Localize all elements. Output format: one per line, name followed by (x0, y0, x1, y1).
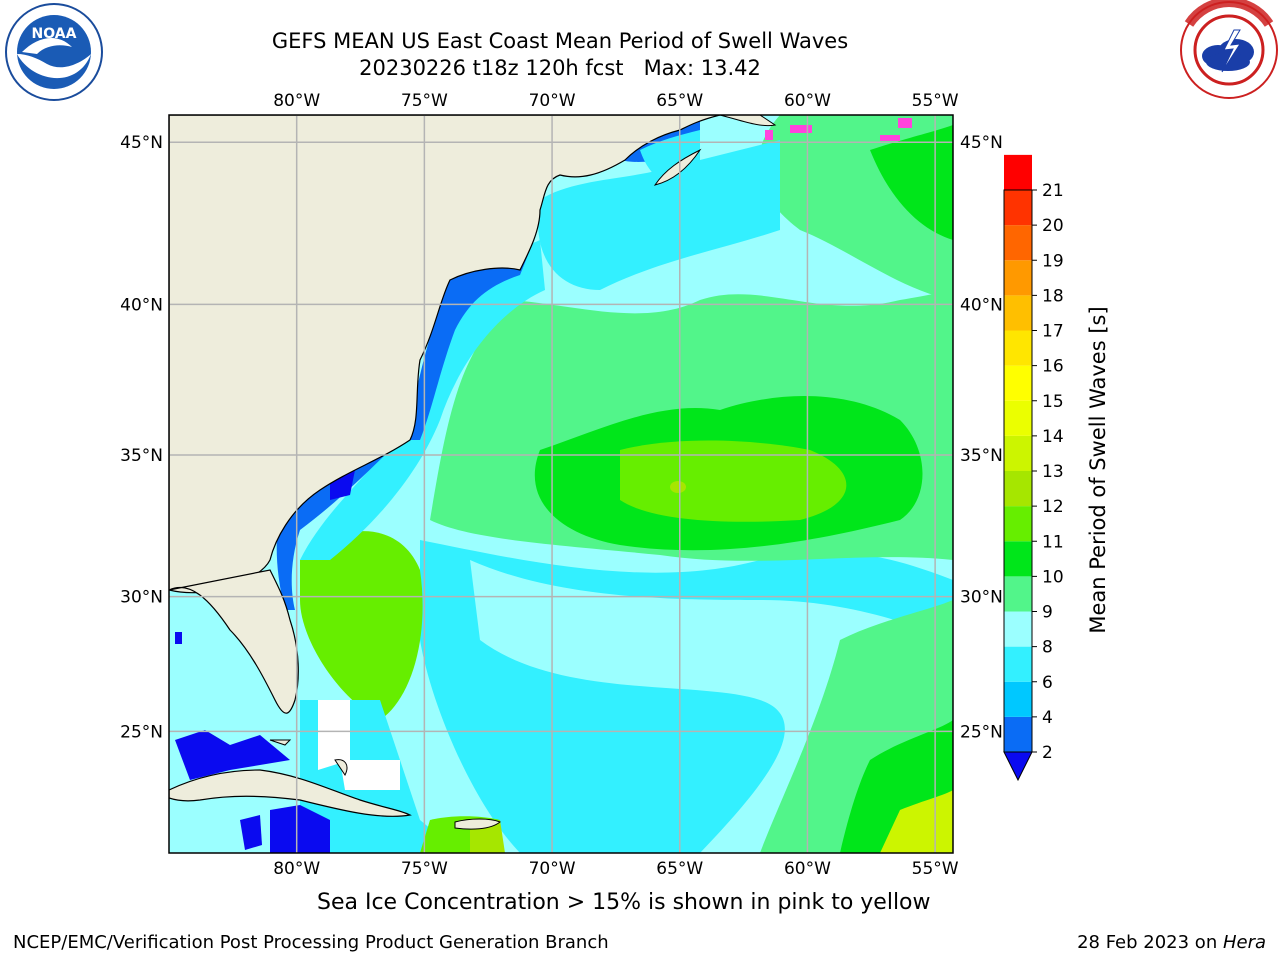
colorbar-segment (1004, 400, 1032, 436)
colorbar-segment (1004, 154, 1032, 190)
lat-label-right: 25°N (960, 722, 1003, 742)
colorbar: 2 4 6 8 9 10 11 12 13 14 15 16 17 18 19 20 21 (1003, 154, 1064, 782)
colorbar-tick-label: 21 (1042, 181, 1064, 201)
lat-label-right: 35°N (960, 446, 1003, 466)
chart-subtitle: 20230226 t18z 120h fcst Max: 13.42 (220, 55, 900, 82)
colorbar-segment (1004, 541, 1032, 577)
noaa-logo-text: NOAA (32, 26, 77, 42)
colorbar-tick-label: 17 (1042, 322, 1064, 342)
lon-label-bottom: 55°W (912, 859, 959, 879)
colorbar-tick-label: 19 (1042, 251, 1064, 271)
axis-labels: 80°W 80°W 75°W 75°W 70°W 70°W 65°W 65°W 60°W 60°W… (120, 91, 1003, 879)
colorbar-segment (1004, 681, 1032, 717)
colorbar-segment (1004, 506, 1032, 542)
lat-label-left: 45°N (120, 133, 163, 153)
colorbar-segment (1004, 646, 1032, 682)
chart-title: GEFS MEAN US East Coast Mean Period of S… (271, 29, 849, 53)
credit-date: 28 Feb 2023 on Hera (1077, 932, 1266, 953)
colorbar-tick-label: 16 (1042, 357, 1064, 377)
colorbar-tick-label: 18 (1042, 286, 1064, 306)
colorbar-tick-label: 10 (1042, 567, 1064, 587)
sea-ice-caption: Sea Ice Concentration > 15% is shown in … (317, 890, 931, 915)
lon-label-bottom: 60°W (784, 859, 831, 879)
lon-label-bottom: 75°W (401, 859, 448, 879)
lon-label-bottom: 70°W (529, 859, 576, 879)
colorbar-segment (1004, 435, 1032, 471)
colorbar-segment (1004, 225, 1032, 261)
lon-label-top: 60°W (784, 91, 831, 111)
colorbar-tick-label: 14 (1042, 427, 1064, 447)
map-area (169, 115, 953, 853)
colorbar-under-arrow (1003, 751, 1033, 782)
colorbar-segment (1004, 471, 1032, 507)
land (169, 115, 777, 830)
credit-date-text: 28 Feb 2023 on (1077, 932, 1223, 953)
colorbar-tick-label: 11 (1042, 532, 1064, 552)
lon-label-top: 75°W (401, 91, 448, 111)
colorbar-segment (1004, 365, 1032, 401)
lat-label-left: 30°N (120, 588, 163, 608)
lon-label-top: 70°W (529, 91, 576, 111)
nws-logo (1180, 0, 1278, 99)
forecast-date: 20230226 t18z 120h fcst (359, 56, 624, 80)
lat-label-left: 25°N (120, 722, 163, 742)
graticule (169, 115, 953, 853)
colorbar-tick-label: 12 (1042, 497, 1064, 517)
colorbar-segment (1004, 295, 1032, 331)
lon-label-bottom: 80°W (273, 859, 320, 879)
colorbar-segment (1004, 330, 1032, 366)
colorbar-segment (1004, 576, 1032, 612)
colorbar-tick-label: 20 (1042, 216, 1064, 236)
lat-label-left: 40°N (120, 295, 163, 315)
lat-label-left: 35°N (120, 446, 163, 466)
colorbar-segment (1004, 190, 1032, 226)
colorbar-tick-label: 15 (1042, 392, 1064, 412)
colorbar-tick-label: 8 (1042, 638, 1053, 658)
swell-field (175, 115, 953, 853)
colorbar-segment (1004, 611, 1032, 647)
lat-label-right: 45°N (960, 133, 1003, 153)
colorbar-tick-label: 9 (1042, 603, 1053, 623)
lat-label-right: 40°N (960, 295, 1003, 315)
colorbar-tick-label: 4 (1042, 708, 1053, 728)
colorbar-tick-label: 6 (1042, 673, 1053, 693)
map-frame (168, 114, 954, 854)
lon-label-bottom: 65°W (656, 859, 703, 879)
noaa-logo: NOAA (5, 3, 103, 101)
colorbar-tick-label: 13 (1042, 462, 1064, 482)
colorbar-segment (1004, 716, 1032, 752)
lat-label-right: 30°N (960, 588, 1003, 608)
lon-label-top: 80°W (273, 91, 320, 111)
colorbar-segment (1004, 260, 1032, 296)
credit-machine: Hera (1222, 932, 1266, 953)
credit-organization: NCEP/EMC/Verification Post Processing Pr… (13, 932, 609, 953)
lon-label-top: 65°W (656, 91, 703, 111)
lon-label-top: 55°W (912, 91, 959, 111)
colorbar-label: Mean Period of Swell Waves [s] (1086, 306, 1110, 633)
colorbar-tick-label: 2 (1042, 743, 1053, 763)
max-value: Max: 13.42 (643, 56, 761, 80)
